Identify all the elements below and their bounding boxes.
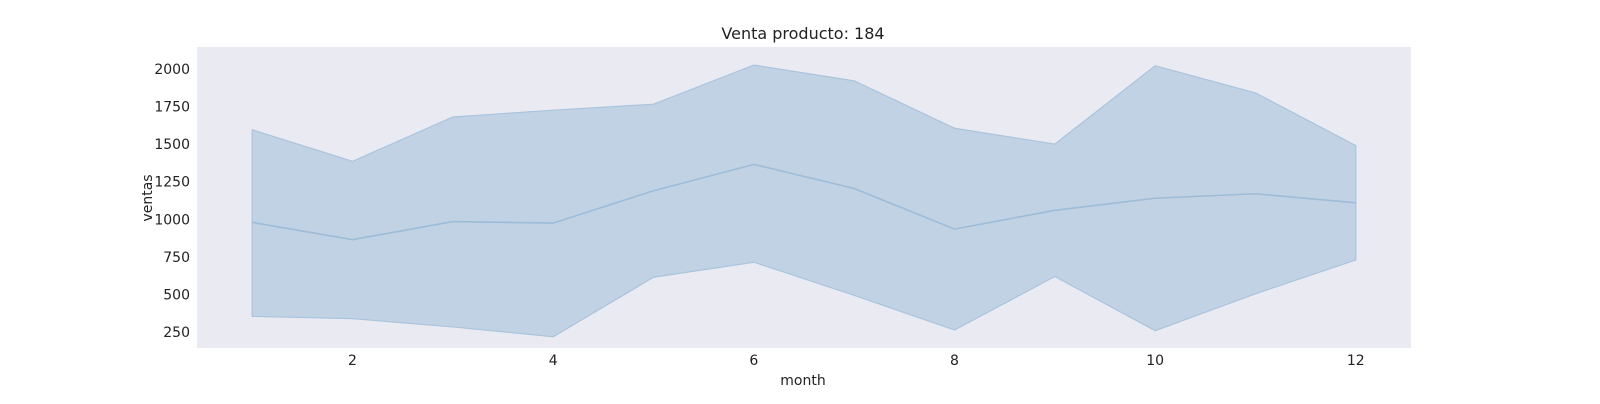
y-tick-label: 1000 xyxy=(154,212,190,228)
data-point xyxy=(653,190,655,192)
y-tick-label: 1750 xyxy=(154,99,190,115)
x-tick-label: 8 xyxy=(950,353,959,369)
y-tick-label: 1250 xyxy=(154,175,190,191)
data-point xyxy=(1254,193,1256,195)
y-tick-label: 750 xyxy=(163,250,190,266)
x-tick-label: 12 xyxy=(1347,353,1365,369)
data-point xyxy=(1154,197,1156,199)
y-axis-ticks: 250 500 750 1000 1250 1500 1750 2000 xyxy=(154,62,190,341)
confidence-band xyxy=(251,64,1357,338)
data-point xyxy=(954,228,956,230)
data-point xyxy=(452,221,454,223)
data-point xyxy=(1355,202,1357,204)
x-tick-label: 6 xyxy=(749,353,758,369)
data-point xyxy=(352,239,354,241)
data-point xyxy=(1054,209,1056,211)
x-axis-ticks: 2 4 6 8 10 12 xyxy=(348,353,1365,369)
y-tick-label: 250 xyxy=(163,325,190,341)
y-tick-label: 500 xyxy=(163,288,190,304)
y-tick-label: 2000 xyxy=(154,62,190,78)
data-point xyxy=(552,222,554,224)
data-point xyxy=(853,187,855,189)
x-tick-label: 2 xyxy=(348,353,357,369)
x-axis-title: month xyxy=(780,373,825,389)
mean-line xyxy=(252,163,1356,241)
x-tick-label: 10 xyxy=(1146,353,1164,369)
y-tick-label: 1500 xyxy=(154,137,190,153)
data-point xyxy=(753,163,755,165)
x-tick-label: 4 xyxy=(549,353,558,369)
chart-title: Venta producto: 184 xyxy=(721,24,884,43)
y-axis-title: ventas xyxy=(140,174,156,221)
data-point xyxy=(251,221,253,223)
